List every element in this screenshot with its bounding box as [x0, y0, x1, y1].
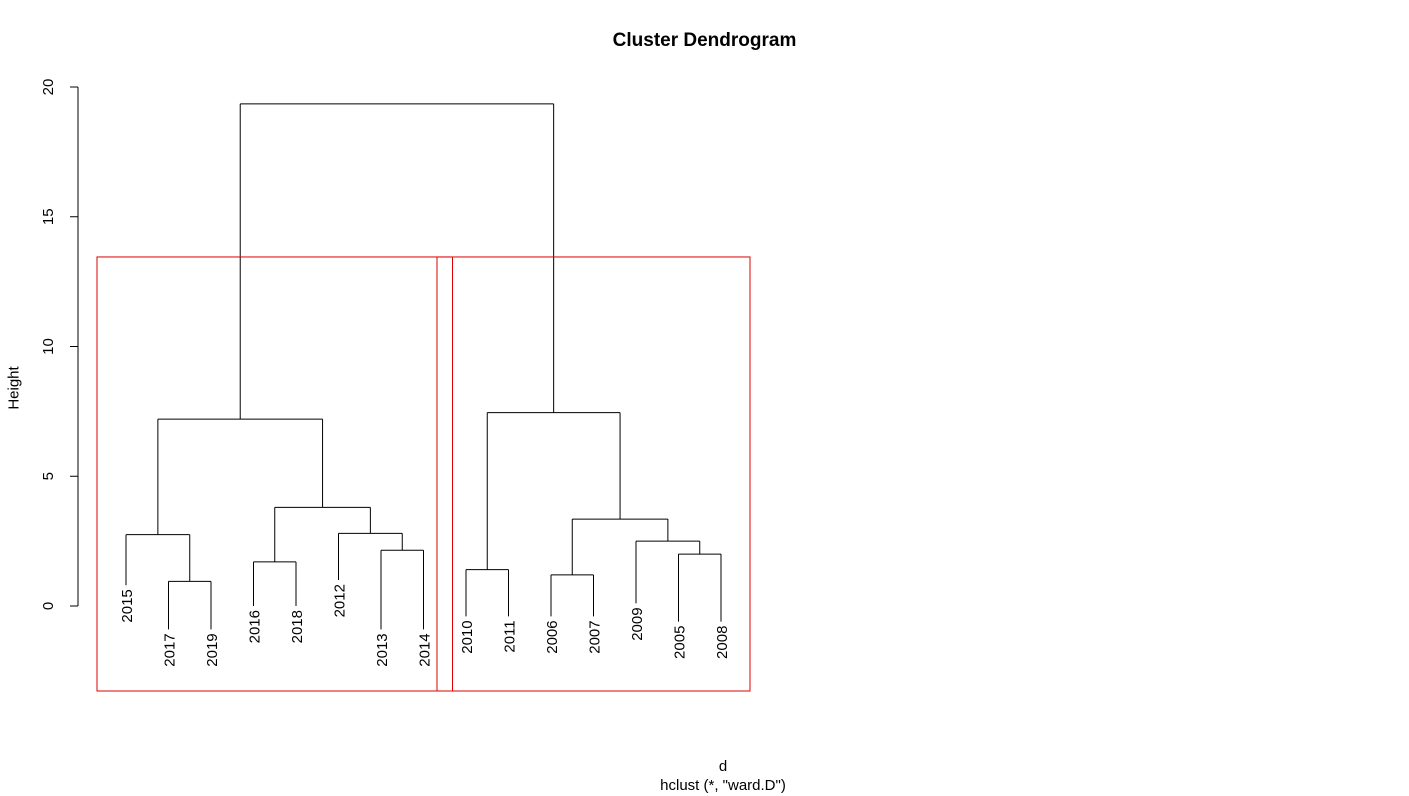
cluster-rect	[436, 256, 751, 692]
leaf-label: 2014	[417, 633, 434, 666]
x-axis-subtitle: hclust (*, "ward.D")	[660, 777, 786, 794]
x-axis-label: d	[718, 758, 728, 775]
leaf-label: 2012	[332, 584, 349, 617]
y-tick-label: 5	[40, 472, 57, 480]
leaf-label: 2007	[587, 620, 604, 653]
leaf-label: 2008	[714, 626, 731, 659]
chart-title: Cluster Dendrogram	[612, 30, 797, 51]
leaf-label: 2010	[459, 620, 476, 653]
leaf-label: 2005	[672, 626, 689, 659]
y-tick-label: 0	[40, 602, 57, 610]
leaf-label: 2013	[374, 633, 391, 666]
leaf-label: 2019	[204, 633, 221, 666]
leaf-label: 2006	[544, 620, 561, 653]
cluster-rect	[96, 256, 453, 692]
y-tick-label: 15	[40, 208, 57, 225]
y-tick-label: 20	[40, 79, 57, 96]
leaf-label: 2018	[289, 610, 306, 643]
leaf-label: 2017	[162, 633, 179, 666]
leaf-label: 2011	[502, 620, 519, 652]
leaf-label: 2015	[119, 589, 136, 622]
y-tick-label: 10	[40, 338, 57, 355]
y-axis-label: Height	[5, 366, 23, 410]
leaf-label: 2009	[629, 607, 646, 640]
leaf-label: 2016	[247, 610, 264, 643]
